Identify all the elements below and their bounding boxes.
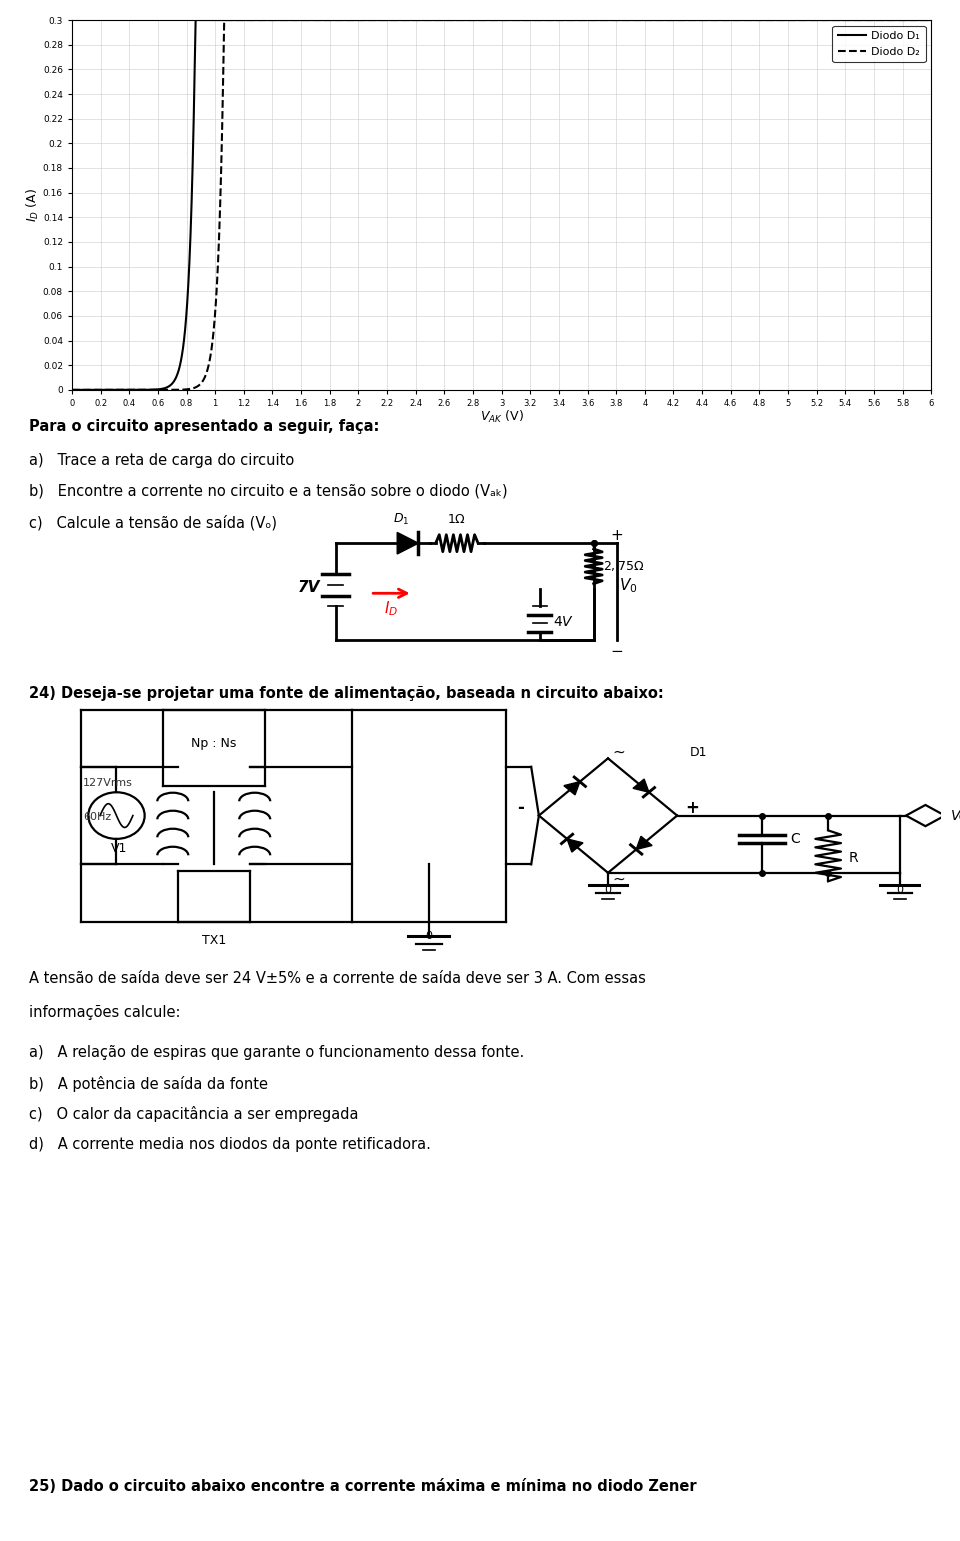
Text: +: +	[611, 529, 623, 542]
Text: +: +	[684, 800, 699, 817]
Diodo D₁	[377, 11, 389, 29]
Diodo D₁	[575, 11, 587, 29]
Text: TX1: TX1	[202, 934, 226, 948]
Text: Para o circuito apresentado a seguir, faça:: Para o circuito apresentado a seguir, fa…	[29, 419, 379, 435]
Text: 127Vrms: 127Vrms	[84, 778, 133, 787]
Diodo D₁	[190, 11, 202, 29]
Text: informações calcule:: informações calcule:	[29, 1005, 180, 1020]
Diodo D₂	[219, 11, 230, 29]
Text: c)   O calor da capacitância a ser empregada: c) O calor da capacitância a ser emprega…	[29, 1106, 358, 1122]
Polygon shape	[633, 780, 649, 792]
Text: D1: D1	[690, 746, 708, 760]
Polygon shape	[397, 533, 419, 555]
Text: 0: 0	[897, 885, 903, 895]
Text: b)   A potência de saída da fonte: b) A potência de saída da fonte	[29, 1076, 268, 1091]
Diodo D₁	[925, 11, 937, 29]
Polygon shape	[567, 838, 583, 852]
Text: Np : Ns: Np : Ns	[191, 737, 236, 750]
Text: −: −	[611, 644, 623, 658]
Diodo D₁	[66, 381, 78, 399]
Text: $2,75\Omega$: $2,75\Omega$	[603, 559, 645, 573]
Line: Diodo D₂: Diodo D₂	[72, 20, 931, 390]
Text: 0: 0	[425, 931, 432, 942]
Diodo D₁	[704, 11, 715, 29]
Text: R: R	[849, 851, 858, 865]
Text: 60Hz: 60Hz	[84, 812, 111, 821]
Diodo D₁	[612, 11, 624, 29]
Text: $V_0$: $V_0$	[619, 576, 637, 595]
Text: 25) Dado o circuito abaixo encontre a corrente máxima e mínima no diodo Zener: 25) Dado o circuito abaixo encontre a co…	[29, 1479, 696, 1495]
Text: ~: ~	[612, 744, 625, 760]
X-axis label: $V_{AK}$ (V): $V_{AK}$ (V)	[480, 410, 523, 425]
Text: ~: ~	[612, 871, 625, 886]
Text: -: -	[516, 800, 523, 817]
Diodo D₂	[66, 381, 78, 399]
Diodo D₂	[704, 11, 715, 29]
Text: $4V$: $4V$	[553, 615, 574, 629]
Diodo D₂	[749, 11, 760, 29]
Text: $1\Omega$: $1\Omega$	[447, 513, 467, 525]
Text: Vo: Vo	[951, 809, 960, 823]
Text: c)   Calcule a tensão de saída (Vₒ): c) Calcule a tensão de saída (Vₒ)	[29, 515, 276, 530]
Diodo D₂	[377, 11, 389, 29]
Polygon shape	[636, 837, 652, 849]
Text: d)   A corrente media nos diodos da ponte retificadora.: d) A corrente media nos diodos da ponte …	[29, 1137, 431, 1153]
Text: V1: V1	[110, 841, 128, 855]
Text: $I_D$: $I_D$	[384, 599, 398, 618]
Diodo D₂	[575, 11, 587, 29]
Legend: Diodo D₁, Diodo D₂: Diodo D₁, Diodo D₂	[832, 26, 925, 62]
Diodo D₁	[109, 381, 121, 399]
Y-axis label: $I_D$ (A): $I_D$ (A)	[25, 188, 41, 222]
Polygon shape	[564, 781, 580, 795]
Line: Diodo D₁: Diodo D₁	[72, 20, 931, 390]
Diodo D₁	[749, 11, 760, 29]
Text: 0: 0	[605, 885, 612, 895]
Text: 7V: 7V	[298, 579, 320, 595]
Text: C: C	[790, 832, 800, 846]
Text: A tensão de saída deve ser 24 V±5% e a corrente de saída deve ser 3 A. Com essas: A tensão de saída deve ser 24 V±5% e a c…	[29, 971, 646, 986]
Text: a)   A relação de espiras que garante o funcionamento dessa fonte.: a) A relação de espiras que garante o fu…	[29, 1045, 524, 1060]
Text: a)   Trace a reta de carga do circuito: a) Trace a reta de carga do circuito	[29, 453, 294, 468]
Text: $D_1$: $D_1$	[393, 512, 409, 527]
Diodo D₂	[925, 11, 937, 29]
Diodo D₂	[612, 11, 624, 29]
Diodo D₂	[109, 381, 121, 399]
Text: 24) Deseja-se projetar uma fonte de alimentação, baseada n circuito abaixo:: 24) Deseja-se projetar uma fonte de alim…	[29, 686, 663, 701]
Text: b)   Encontre a corrente no circuito e a tensão sobre o diodo (Vₐₖ): b) Encontre a corrente no circuito e a t…	[29, 484, 508, 499]
